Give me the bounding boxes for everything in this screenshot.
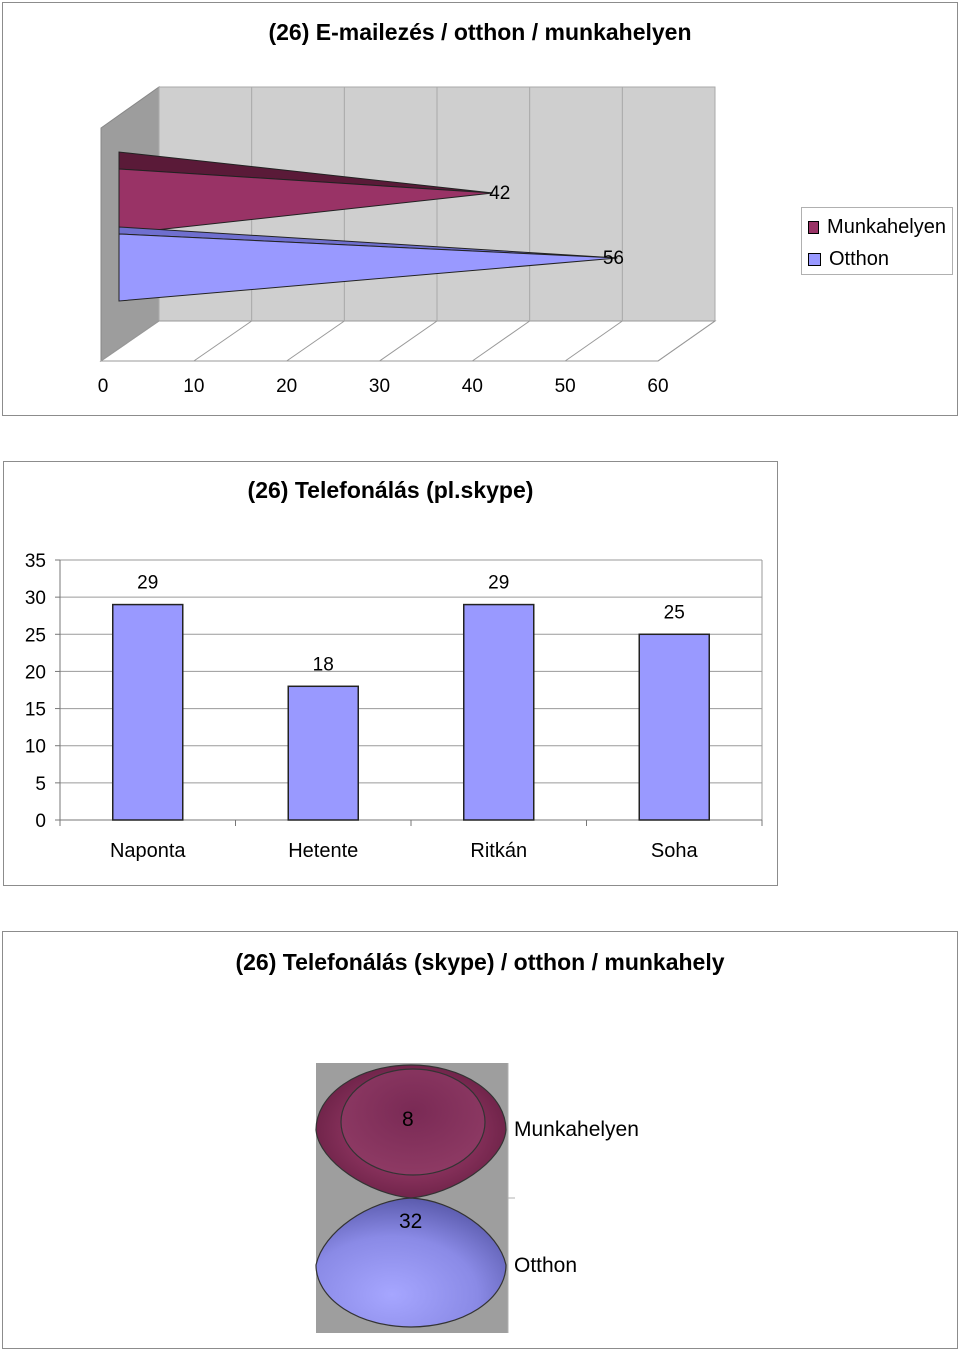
value-label-munkahelyen: 42 bbox=[489, 183, 510, 204]
x-tick-30: 30 bbox=[369, 376, 390, 397]
y-tick-15: 15 bbox=[25, 700, 46, 721]
category-label-otthon: Otthon bbox=[514, 1254, 578, 1277]
x-tick-Naponta: Naponta bbox=[110, 840, 186, 862]
skype-chart-panel: (26) Telefonálás (pl.skype) 0 5 10 15 20 25 30… bbox=[3, 461, 778, 886]
email-chart-plot: 0 10 20 30 40 50 60 42 56 bbox=[98, 86, 717, 397]
bar-Soha bbox=[638, 633, 710, 821]
data-label-Soha: 25 bbox=[664, 602, 685, 623]
value-label-otthon: 56 bbox=[603, 248, 624, 269]
skype-chart-plot: 0 5 10 15 20 25 30 35 29 Naponta 18 Hetente 29 Ritkán… bbox=[25, 551, 763, 862]
bar-Naponta bbox=[112, 603, 184, 821]
data-label-Hetente: 18 bbox=[313, 654, 334, 675]
category-label-munkahelyen: Munkahelyen bbox=[514, 1118, 639, 1141]
email-chart-panel: (26) E-mailezés / otthon / munkahelyen 0… bbox=[2, 2, 958, 416]
floor-line-40 bbox=[472, 320, 530, 362]
floor-line-10 bbox=[193, 320, 252, 362]
y-tick-10: 10 bbox=[25, 737, 46, 758]
legend-item-munkahelyen: Munkahelyen bbox=[808, 211, 946, 243]
floor-line-0 bbox=[100, 320, 160, 362]
data-label-Ritkán: 29 bbox=[488, 573, 509, 594]
legend-label-otthon: Otthon bbox=[829, 247, 890, 270]
email-chart-legend: Munkahelyen Otthon bbox=[801, 207, 953, 275]
data-label-Naponta: 29 bbox=[137, 573, 158, 594]
cone-munkahelyen-top bbox=[340, 1068, 486, 1176]
x-tick-60: 60 bbox=[647, 376, 668, 397]
value-label-otthon: 32 bbox=[399, 1210, 423, 1233]
x-tick-40: 40 bbox=[462, 376, 483, 397]
skype-location-chart-plot bbox=[315, 1063, 515, 1333]
bar-Ritkán bbox=[463, 603, 535, 821]
x-tick-20: 20 bbox=[276, 376, 297, 397]
x-tick-50: 50 bbox=[555, 376, 576, 397]
skype-location-chart-panel: (26) Telefonálás (skype) / otthon / munk… bbox=[2, 931, 958, 1349]
legend-label-munkahelyen: Munkahelyen bbox=[827, 215, 946, 238]
x-tick-Hetente: Hetente bbox=[288, 840, 358, 862]
skype-location-chart-title: (26) Telefonálás (skype) / otthon / munk… bbox=[235, 949, 725, 975]
x-tick-10: 10 bbox=[183, 376, 204, 397]
floor-line-60 bbox=[657, 320, 716, 362]
x-tick-0: 0 bbox=[98, 376, 109, 397]
floor-line-20 bbox=[286, 320, 345, 362]
x-tick-Soha: Soha bbox=[651, 840, 699, 862]
cone-otthon bbox=[118, 233, 618, 302]
floor-line-30 bbox=[379, 320, 438, 362]
y-tick-30: 30 bbox=[25, 588, 46, 609]
legend-swatch-otthon bbox=[808, 252, 821, 266]
cone-otthon bbox=[315, 1197, 507, 1328]
bar-Hetente bbox=[287, 685, 359, 821]
legend-swatch-munkahelyen bbox=[808, 220, 820, 234]
legend-item-otthon: Otthon bbox=[808, 243, 946, 275]
floor-line-50 bbox=[564, 320, 623, 362]
y-tick-35: 35 bbox=[25, 551, 46, 572]
email-chart-title: (26) E-mailezés / otthon / munkahelyen bbox=[268, 19, 692, 45]
y-tick-5: 5 bbox=[35, 774, 46, 795]
y-tick-20: 20 bbox=[25, 662, 46, 683]
y-tick-0: 0 bbox=[35, 811, 46, 832]
y-tick-25: 25 bbox=[25, 625, 46, 646]
skype-chart-title: (26) Telefonálás (pl.skype) bbox=[247, 477, 534, 503]
value-label-munkahelyen: 8 bbox=[402, 1108, 414, 1131]
x-tick-Ritkán: Ritkán bbox=[470, 840, 527, 862]
cone-munkahelyen bbox=[118, 168, 493, 235]
